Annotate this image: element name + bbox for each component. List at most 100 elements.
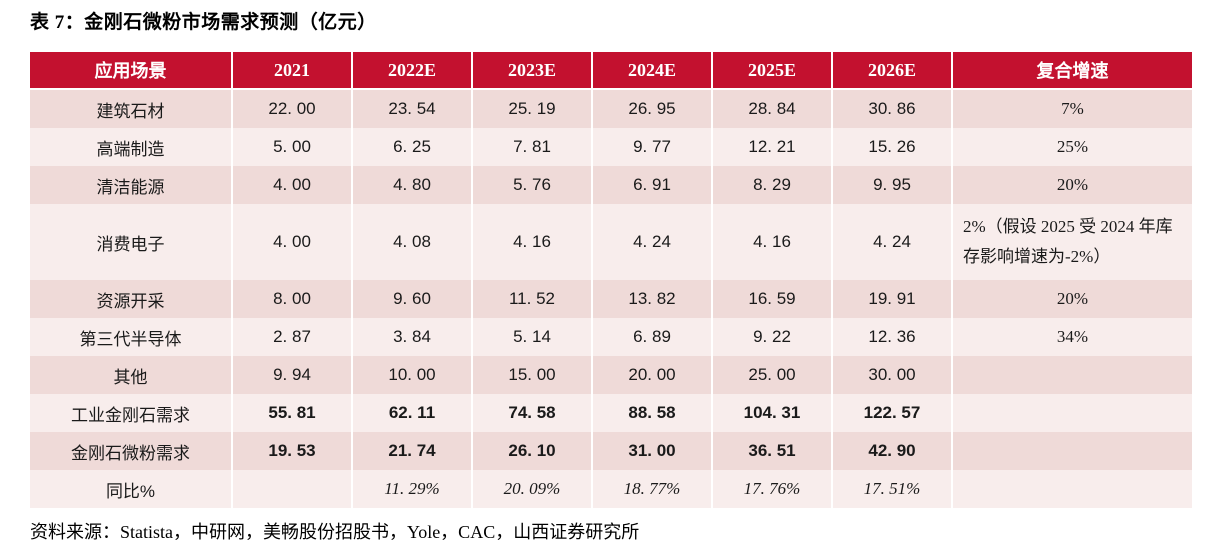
header-2022e: 2022E: [353, 52, 473, 90]
value-cell: 4. 24: [833, 204, 953, 280]
header-row: 应用场景 2021 2022E 2023E 2024E 2025E 2026E …: [30, 52, 1192, 90]
value-cell: 25. 00: [713, 356, 833, 394]
value-cell: 26. 95: [593, 90, 713, 128]
table-row: 第三代半导体 2. 87 3. 84 5. 14 6. 89 9. 22 12.…: [30, 318, 1192, 356]
value-cell: 9. 22: [713, 318, 833, 356]
table-row-diamond-micropowder-total: 金刚石微粉需求 19. 53 21. 74 26. 10 31. 00 36. …: [30, 432, 1192, 470]
row-label: 第三代半导体: [30, 318, 233, 356]
cagr-cell: 20%: [953, 280, 1192, 318]
value-cell: 4. 16: [473, 204, 593, 280]
value-cell: 18. 77%: [593, 470, 713, 508]
value-cell: 88. 58: [593, 394, 713, 432]
value-cell: 20. 09%: [473, 470, 593, 508]
value-cell: 9. 77: [593, 128, 713, 166]
value-cell: 12. 21: [713, 128, 833, 166]
row-label: 消费电子: [30, 204, 233, 280]
table-row-yoy: 同比% 11. 29% 20. 09% 18. 77% 17. 76% 17. …: [30, 470, 1192, 508]
value-cell: 21. 74: [353, 432, 473, 470]
value-cell: 30. 00: [833, 356, 953, 394]
cagr-cell: 2%（假设 2025 受 2024 年库存影响增速为-2%）: [953, 204, 1192, 280]
row-label: 其他: [30, 356, 233, 394]
value-cell: 4. 00: [233, 204, 353, 280]
value-cell: 30. 86: [833, 90, 953, 128]
data-source-note: 资料来源：Statista，中研网，美畅股份招股书，Yole，CAC，山西证券研…: [30, 522, 640, 542]
value-cell: 55. 81: [233, 394, 353, 432]
value-cell: 31. 00: [593, 432, 713, 470]
header-cagr: 复合增速: [953, 52, 1192, 90]
table-row: 清洁能源 4. 00 4. 80 5. 76 6. 91 8. 29 9. 95…: [30, 166, 1192, 204]
value-cell: 22. 00: [233, 90, 353, 128]
header-application-scene: 应用场景: [30, 52, 233, 90]
value-cell: 6. 25: [353, 128, 473, 166]
value-cell: 9. 95: [833, 166, 953, 204]
value-cell: 23. 54: [353, 90, 473, 128]
header-2026e: 2026E: [833, 52, 953, 90]
value-cell: 4. 08: [353, 204, 473, 280]
value-cell: 5. 00: [233, 128, 353, 166]
value-cell: 4. 16: [713, 204, 833, 280]
demand-forecast-table: 应用场景 2021 2022E 2023E 2024E 2025E 2026E …: [30, 52, 1192, 508]
header-2021: 2021: [233, 52, 353, 90]
value-cell: 7. 81: [473, 128, 593, 166]
header-2023e: 2023E: [473, 52, 593, 90]
cagr-cell: [953, 470, 1192, 508]
row-label: 工业金刚石需求: [30, 394, 233, 432]
value-cell: 62. 11: [353, 394, 473, 432]
value-cell: 9. 60: [353, 280, 473, 318]
value-cell: 4. 24: [593, 204, 713, 280]
cagr-cell: 7%: [953, 90, 1192, 128]
value-cell: 17. 51%: [833, 470, 953, 508]
value-cell: 5. 76: [473, 166, 593, 204]
value-cell: 3. 84: [353, 318, 473, 356]
value-cell: 6. 89: [593, 318, 713, 356]
value-cell: 12. 36: [833, 318, 953, 356]
value-cell: 5. 14: [473, 318, 593, 356]
table-title: 表 7：金刚石微粉市场需求预测（亿元）: [30, 12, 377, 33]
table-row: 其他 9. 94 10. 00 15. 00 20. 00 25. 00 30.…: [30, 356, 1192, 394]
value-cell: 19. 53: [233, 432, 353, 470]
table-row-industrial-diamond-total: 工业金刚石需求 55. 81 62. 11 74. 58 88. 58 104.…: [30, 394, 1192, 432]
cagr-cell: 25%: [953, 128, 1192, 166]
value-cell: 15. 26: [833, 128, 953, 166]
value-cell: 11. 52: [473, 280, 593, 318]
value-cell: 2. 87: [233, 318, 353, 356]
row-label: 同比%: [30, 470, 233, 508]
value-cell: 8. 00: [233, 280, 353, 318]
value-cell: 26. 10: [473, 432, 593, 470]
cagr-cell: [953, 394, 1192, 432]
value-cell: 13. 82: [593, 280, 713, 318]
value-cell: 36. 51: [713, 432, 833, 470]
value-cell: 20. 00: [593, 356, 713, 394]
value-cell: 25. 19: [473, 90, 593, 128]
value-cell: 74. 58: [473, 394, 593, 432]
value-cell: 16. 59: [713, 280, 833, 318]
cagr-cell: 34%: [953, 318, 1192, 356]
header-2024e: 2024E: [593, 52, 713, 90]
table-row: 建筑石材 22. 00 23. 54 25. 19 26. 95 28. 84 …: [30, 90, 1192, 128]
value-cell: 8. 29: [713, 166, 833, 204]
cagr-cell: [953, 432, 1192, 470]
value-cell: 104. 31: [713, 394, 833, 432]
row-label: 高端制造: [30, 128, 233, 166]
cagr-cell: [953, 356, 1192, 394]
value-cell: 10. 00: [353, 356, 473, 394]
value-cell: 122. 57: [833, 394, 953, 432]
value-cell: 4. 80: [353, 166, 473, 204]
value-cell: 17. 76%: [713, 470, 833, 508]
value-cell: [233, 470, 353, 508]
value-cell: 4. 00: [233, 166, 353, 204]
table-row: 高端制造 5. 00 6. 25 7. 81 9. 77 12. 21 15. …: [30, 128, 1192, 166]
row-label: 清洁能源: [30, 166, 233, 204]
value-cell: 19. 91: [833, 280, 953, 318]
value-cell: 15. 00: [473, 356, 593, 394]
table-row: 资源开采 8. 00 9. 60 11. 52 13. 82 16. 59 19…: [30, 280, 1192, 318]
row-label: 资源开采: [30, 280, 233, 318]
value-cell: 11. 29%: [353, 470, 473, 508]
table-row: 消费电子 4. 00 4. 08 4. 16 4. 24 4. 16 4. 24…: [30, 204, 1192, 280]
header-2025e: 2025E: [713, 52, 833, 90]
row-label: 金刚石微粉需求: [30, 432, 233, 470]
value-cell: 9. 94: [233, 356, 353, 394]
row-label: 建筑石材: [30, 90, 233, 128]
value-cell: 42. 90: [833, 432, 953, 470]
